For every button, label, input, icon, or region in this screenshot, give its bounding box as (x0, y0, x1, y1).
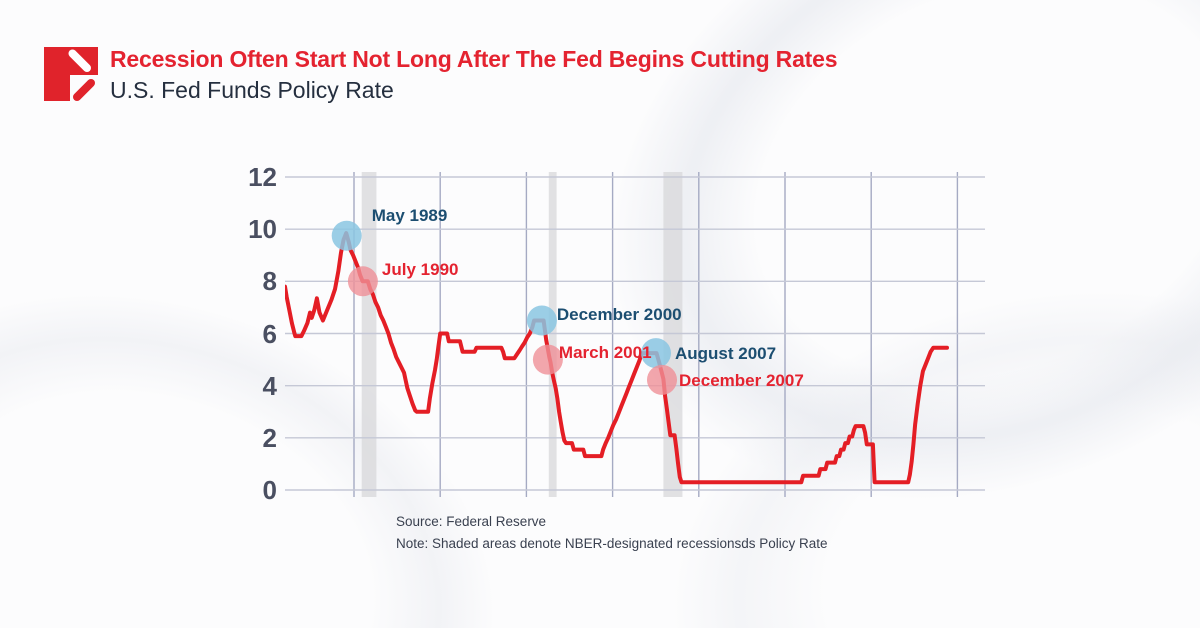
page-subtitle: U.S. Fed Funds Policy Rate (110, 77, 394, 103)
y-axis-tick-label: 12 (248, 162, 277, 192)
y-axis-tick-label: 2 (262, 422, 277, 453)
y-axis-tick-label: 10 (248, 214, 277, 245)
y-axis-tick-label: 8 (262, 266, 277, 297)
chart-footnotes: Source: Federal Reserve Note: Shaded are… (396, 511, 828, 554)
y-axis-tick-label: 6 (262, 318, 277, 349)
page-title: Recession Often Start Not Long After The… (110, 46, 838, 72)
recession-band (663, 172, 683, 497)
rate-peak-marker-december-2000 (526, 305, 557, 336)
rate-cut-marker-july-1990 (347, 266, 378, 297)
annotation-label-december-2007: December 2007 (679, 370, 804, 390)
y-axis-tick-label: 4 (262, 370, 277, 401)
logo-red-slash (73, 79, 95, 101)
annotation-label-july-1990: July 1990 (381, 260, 459, 280)
recession-band (548, 172, 557, 497)
fed-funds-rate-chart (285, 172, 985, 497)
annotation-label-august-2007: August 2007 (675, 344, 777, 364)
rate-cut-marker-december-2007 (647, 364, 677, 395)
annotation-label-may-1989: May 1989 (371, 205, 448, 225)
annotation-label-march-2001: March 2001 (558, 342, 652, 362)
recession-note: Note: Shaded areas denote NBER-designate… (396, 535, 828, 551)
recession-band (361, 172, 377, 497)
source-note: Source: Federal Reserve (396, 514, 547, 529)
annotation-label-december-2000: December 2000 (556, 305, 682, 325)
rate-cut-marker-march-2001 (532, 344, 563, 375)
rate-peak-marker-august-2007 (641, 338, 671, 369)
y-axis-tick-label: 0 (262, 475, 277, 505)
red-flag-logo (44, 47, 98, 101)
rate-peak-marker-may-1989 (331, 220, 362, 251)
logo-white-slash (68, 49, 91, 72)
